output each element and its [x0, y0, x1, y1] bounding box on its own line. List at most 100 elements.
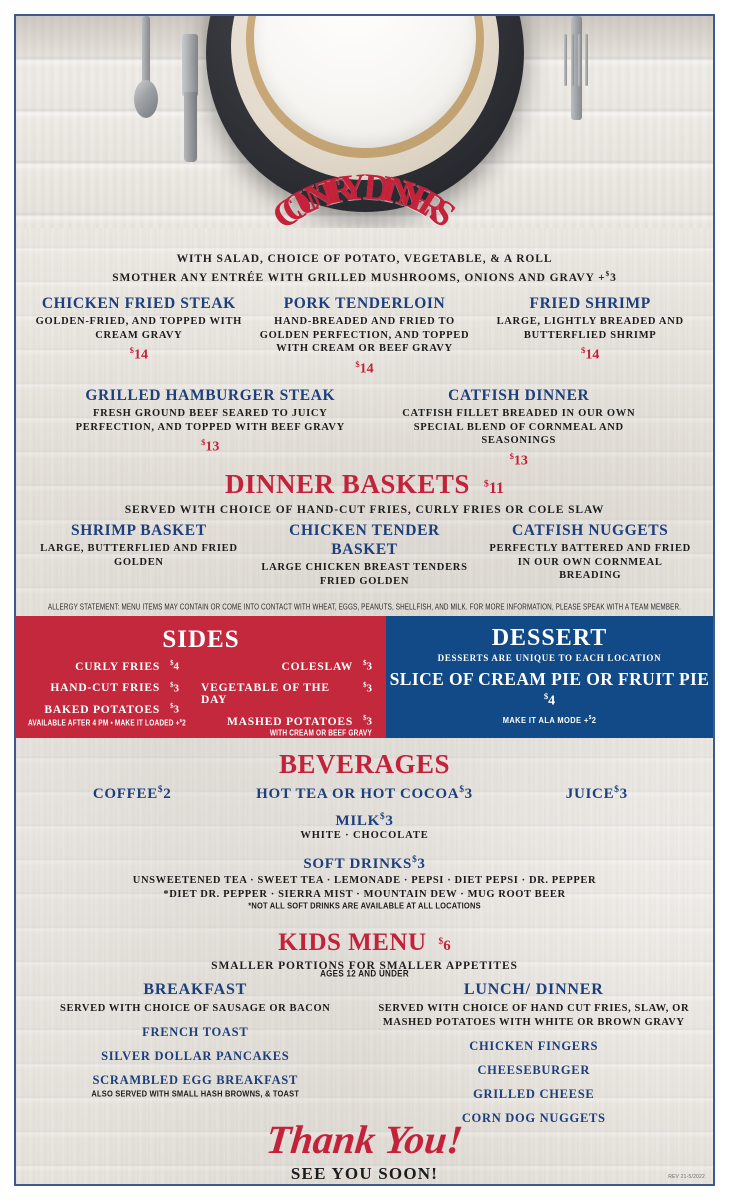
side-name: HAND-CUT FRIES	[50, 682, 161, 695]
beverage-item: HOT TEA OR HOT COCOA$3	[248, 785, 480, 803]
kids-menu-ages: AGES 12 AND UNDER	[320, 968, 409, 979]
side-price: $3	[170, 681, 179, 695]
sides-column-right: COLESLAW $3 VEGETABLE OF THE DAY $3 MASH…	[201, 660, 386, 738]
beverage-soft-drink-note: *NOT ALL SOFT DRINKS ARE AVAILABLE AT AL…	[248, 900, 481, 911]
menu-item: FRIED SHRIMP LARGE, LIGHTLY BREADED AND …	[477, 294, 703, 377]
dessert-main-item: SLICE OF CREAM PIE OR FRUIT PIE	[389, 669, 710, 689]
item-desc: FRESH GROUND BEEF SEARED TO JUICY PERFEC…	[75, 408, 345, 433]
item-name: CATFISH NUGGETS	[511, 522, 669, 539]
item-price: $13	[201, 437, 220, 455]
country-dinners-sub1: WITH SALAD, CHOICE OF POTATO, VEGETABLE,…	[176, 253, 553, 265]
sides-dessert-band: SIDES CURLY FRIES $4 HAND-CUT FRIES $3 B…	[16, 616, 713, 738]
kids-item: FRENCH TOAST	[142, 1025, 249, 1039]
side-item: VEGETABLE OF THE DAY $3	[201, 682, 386, 707]
hero-photo	[16, 16, 713, 228]
item-desc: LARGE, BUTTERFLIED AND FRIED GOLDEN	[40, 543, 238, 568]
thank-you-script: Thank You!	[264, 1117, 465, 1162]
kids-breakfast-desc: SERVED WITH CHOICE OF SAUSAGE OR BACON	[60, 1003, 331, 1014]
see-you-soon: SEE YOU SOON!	[290, 1164, 439, 1183]
kids-menu-header: KIDS MENU $6	[16, 929, 713, 957]
kids-item: GRILLED CHEESE	[473, 1087, 595, 1101]
beverage-name: HOT TEA OR HOT COCOA	[256, 786, 460, 802]
item-name: GRILLED HAMBURGER STEAK	[85, 387, 336, 404]
beverage-name: SOFT DRINKS	[303, 856, 413, 872]
item-price: $14	[129, 345, 148, 363]
fork-tines-icon	[564, 34, 590, 92]
kids-menu-subtitle: SMALLER PORTIONS FOR SMALLER APPETITES	[211, 960, 518, 972]
side-name: VEGETABLE OF THE DAY	[201, 682, 330, 707]
kids-item: CORN DOG NUGGETS	[461, 1111, 606, 1125]
item-desc: LARGE CHICKEN BREAST TENDERS FRIED GOLDE…	[261, 562, 468, 587]
dessert-title: DESSERT	[491, 625, 608, 651]
kids-lunch-dinner-heading: LUNCH/ DINNER	[463, 981, 604, 998]
item-name: PORK TENDERLOIN	[283, 295, 446, 312]
country-dinners-sub2: SMOTHER ANY ENTRÉE WITH GRILLED MUSHROOM…	[112, 270, 617, 284]
revision-code: REV 21-5/2022	[668, 1174, 705, 1180]
side-name: BAKED POTATOES	[44, 703, 161, 716]
beverage-price: $3	[412, 855, 426, 872]
item-name: FRIED SHRIMP	[529, 295, 651, 312]
dessert-price: $4	[543, 691, 556, 709]
kids-menu-price: $6	[438, 937, 451, 954]
kids-item: SCRAMBLED EGG BREAKFAST	[92, 1073, 298, 1087]
country-dinners-row-2: GRILLED HAMBURGER STEAK FRESH GROUND BEE…	[56, 386, 673, 469]
sides-right-note: WITH CREAM OR BEEF GRAVY	[269, 729, 372, 738]
item-desc: PERFECTLY BATTERED AND FRIED IN OUR OWN …	[489, 543, 691, 581]
fork-icon	[571, 16, 582, 120]
beverage-name: MILK	[335, 813, 380, 829]
item-name: CHICKEN FRIED STEAK	[41, 295, 236, 312]
item-desc: HAND-BREADED AND FRIED TO GOLDEN PERFECT…	[259, 316, 470, 354]
menu-item: SHRIMP BASKET LARGE, BUTTERFLIED AND FRI…	[26, 521, 252, 588]
allergy-statement: ALLERGY STATEMENT: MENU ITEMS MAY CONTAI…	[47, 603, 682, 612]
kids-menu-title: KIDS MENU	[278, 929, 427, 956]
beverage-milk-options: WHITE · CHOCOLATE	[300, 830, 429, 841]
dinner-baskets-subtitle: SERVED WITH CHOICE OF HAND-CUT FRIES, CU…	[124, 504, 605, 516]
side-item: CURLY FRIES $4	[16, 660, 201, 673]
kids-lunch-dinner-desc: SERVED WITH CHOICE OF HAND CUT FRIES, SL…	[378, 1003, 690, 1028]
kids-item: CHICKEN FINGERS	[469, 1039, 599, 1053]
menu-item: CATFISH NUGGETS PERFECTLY BATTERED AND F…	[477, 521, 703, 588]
beverage-price: $3	[614, 785, 628, 802]
sides-left-note: AVAILABLE AFTER 4 PM • MAKE IT LOADED +$…	[28, 717, 186, 729]
country-dinners-subtitle: WITH SALAD, CHOICE OF POTATO, VEGETABLE,…	[16, 252, 713, 286]
dessert-subtitle: DESSERTS ARE UNIQUE TO EACH LOCATION	[437, 653, 662, 663]
item-desc: CATFISH FILLET BREADED IN OUR OWN SPECIA…	[402, 408, 636, 446]
country-dinners-row-1: CHICKEN FRIED STEAK GOLDEN-FRIED, AND TO…	[26, 294, 703, 377]
beverage-item: JUICE$3	[481, 785, 713, 803]
beverage-name: JUICE	[565, 786, 615, 802]
menu-item: CHICKEN FRIED STEAK GOLDEN-FRIED, AND TO…	[26, 294, 252, 377]
item-price: $14	[581, 345, 600, 363]
side-price: $4	[170, 660, 179, 673]
dinner-baskets-title: DINNER BASKETS	[225, 469, 470, 499]
dessert-panel: DESSERT DESSERTS ARE UNIQUE TO EACH LOCA…	[386, 616, 713, 738]
item-price: $13	[509, 450, 528, 469]
spoon-bowl-icon	[134, 80, 158, 118]
beverages-title: BEVERAGES	[278, 749, 451, 779]
sides-panel: SIDES CURLY FRIES $4 HAND-CUT FRIES $3 B…	[16, 616, 386, 738]
sides-column-left: CURLY FRIES $4 HAND-CUT FRIES $3 BAKED P…	[16, 660, 201, 737]
side-price: $3	[363, 660, 372, 673]
beverages-row-1: COFFEE$2 HOT TEA OR HOT COCOA$3 JUICE$3	[16, 785, 713, 803]
knife-handle-icon	[184, 92, 197, 162]
beverage-price: $3	[459, 785, 473, 802]
side-price: $3	[170, 703, 179, 716]
item-price: $14	[355, 358, 374, 377]
beverage-price: $3	[379, 812, 394, 829]
dessert-note: MAKE IT ALA MODE +$2	[502, 713, 597, 725]
dinner-baskets-header: DINNER BASKETS $11	[16, 469, 713, 500]
kids-breakfast-heading: BREAKFAST	[143, 981, 248, 998]
beverage-price: $2	[157, 785, 172, 802]
beverage-item: COFFEE$2	[16, 785, 248, 803]
kids-lunch-dinner-column: LUNCH/ DINNER SERVED WITH CHOICE OF HAND…	[365, 981, 704, 1126]
soft-drink-line-2: *DIET DR. PEPPER · SIERRA MIST · MOUNTAI…	[163, 889, 566, 900]
item-name: CATFISH DINNER	[448, 387, 590, 404]
kids-item: CHEESEBURGER	[477, 1063, 591, 1077]
menu-item: PORK TENDERLOIN HAND-BREADED AND FRIED T…	[252, 294, 478, 377]
beverage-name: COFFEE	[92, 786, 158, 802]
menu-item: GRILLED HAMBURGER STEAK FRESH GROUND BEE…	[56, 386, 365, 469]
item-desc: LARGE, LIGHTLY BREADED AND BUTTERFLIED S…	[496, 316, 684, 341]
side-price: $3	[363, 715, 372, 728]
kids-breakfast-column: BREAKFAST SERVED WITH CHOICE OF SAUSAGE …	[26, 981, 365, 1126]
spoon-icon	[142, 16, 150, 86]
